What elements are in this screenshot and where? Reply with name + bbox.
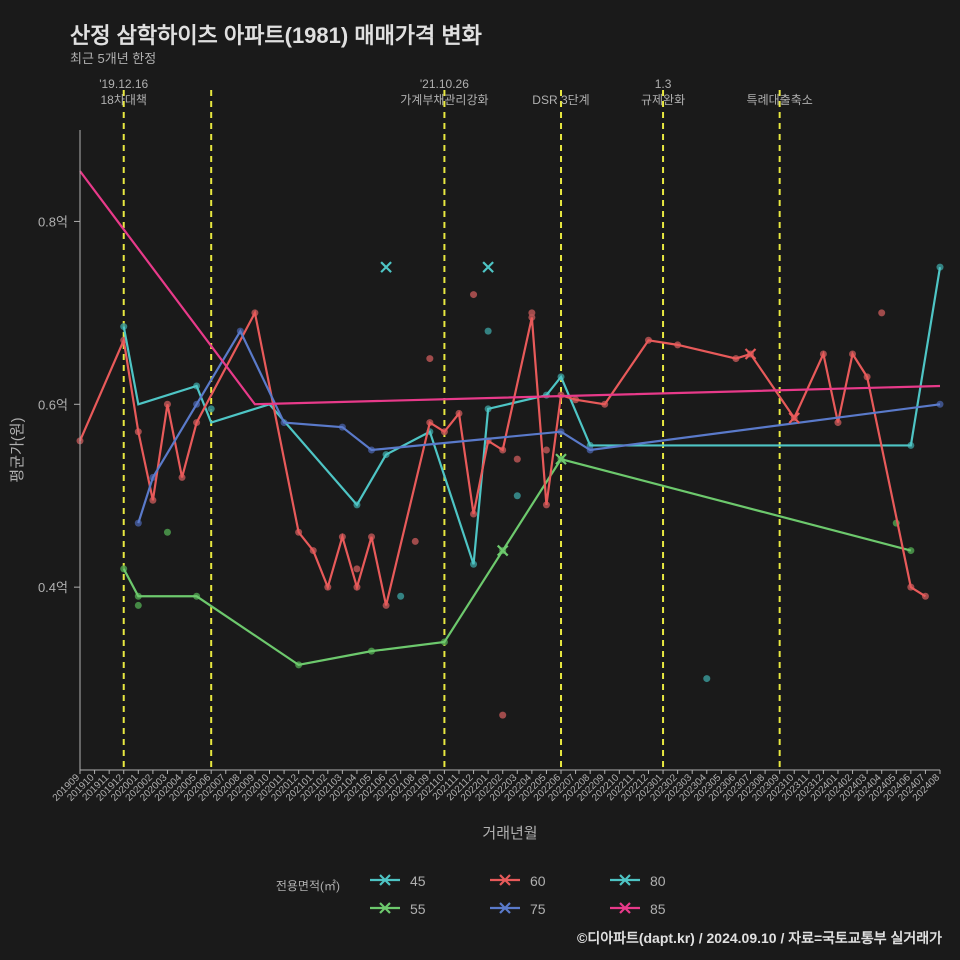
svg-text:55: 55	[410, 901, 426, 917]
svg-text:전용면적(㎡): 전용면적(㎡)	[276, 879, 340, 893]
svg-text:0.6억: 0.6억	[38, 397, 68, 412]
svg-text:'21.10.26: '21.10.26	[420, 77, 469, 91]
chart-svg: '19.12.1618차대책 '21.10.26 가계부채관리강화 DSR 3단계 1.…	[0, 0, 960, 960]
svg-text:0.4억: 0.4억	[38, 580, 68, 595]
svg-text:가계부채관리강화: 가계부채관리강화	[400, 93, 488, 107]
svg-text:80: 80	[650, 873, 666, 889]
svg-text:DSR 3단계: DSR 3단계	[532, 93, 589, 107]
svg-text:거래년월: 거래년월	[482, 825, 537, 842]
svg-text:0.8억: 0.8억	[38, 214, 68, 229]
svg-text:평균가(원): 평균가(원)	[9, 417, 26, 482]
chart-credit: ©디아파트(dapt.kr) / 2024.09.10 / 자료=국토교통부 실…	[577, 928, 942, 948]
svg-text:1.3: 1.3	[655, 77, 672, 91]
svg-text:75: 75	[530, 901, 546, 917]
svg-text:'19.12.16: '19.12.16	[99, 77, 148, 91]
chart-container: 산정 삼학하이츠 아파트(1981) 매매가격 변화 최근 5개년 한정 '19…	[0, 0, 960, 960]
svg-text:60: 60	[530, 873, 546, 889]
svg-text:85: 85	[650, 901, 666, 917]
svg-text:특례대출축소: 특례대출축소	[747, 93, 813, 107]
svg-text:18차대책: 18차대책	[100, 92, 146, 107]
svg-text:규제완화: 규제완화	[641, 93, 685, 107]
svg-text:45: 45	[410, 873, 426, 889]
